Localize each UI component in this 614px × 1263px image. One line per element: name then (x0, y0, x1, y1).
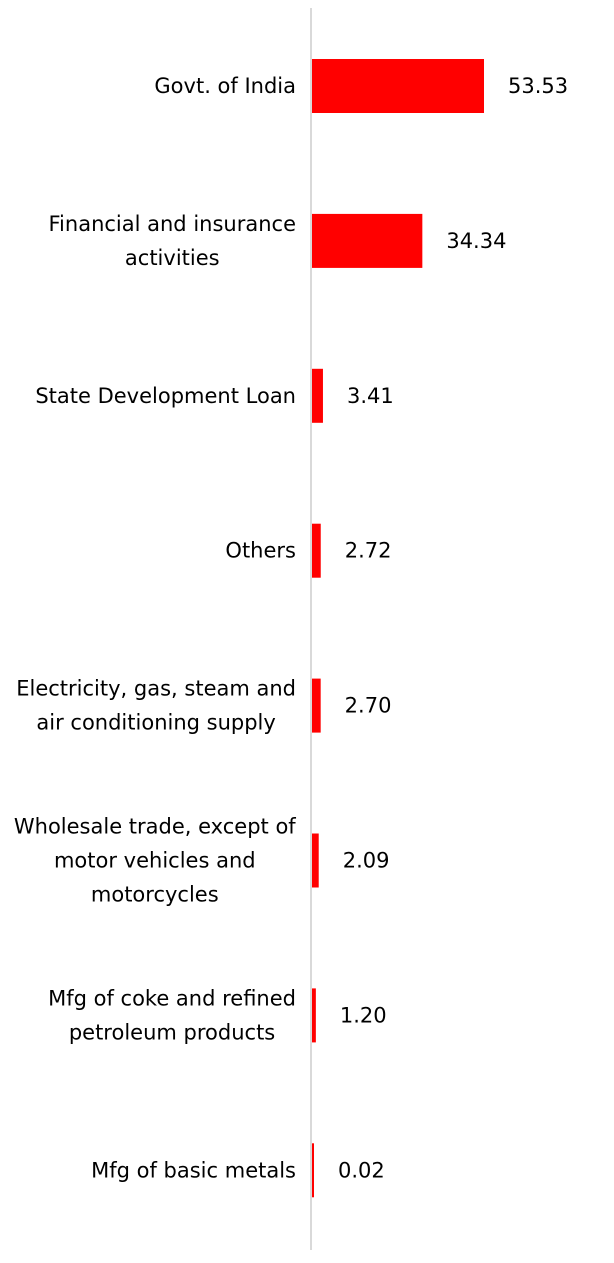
bar-6 (312, 988, 316, 1043)
category-label-7: Mfg of basic metals (91, 1158, 296, 1182)
bars-layer (312, 59, 484, 1198)
category-label-4: Electricity, gas, steam and air condition… (16, 677, 296, 735)
category-label-3: Others (225, 539, 296, 563)
value-label-3: 2.72 (345, 539, 392, 563)
value-label-2: 3.41 (347, 384, 394, 408)
category-label-line: Electricity, gas, steam and (16, 677, 296, 701)
value-label-4: 2.70 (345, 694, 392, 718)
category-label-2: State Development Loan (35, 384, 296, 408)
category-label-line: Financial and insurance (49, 212, 297, 236)
category-label-line: air conditioning supply (36, 711, 275, 735)
category-label-line: activities (125, 246, 220, 270)
value-label-7: 0.02 (338, 1158, 385, 1182)
value-label-5: 2.09 (343, 849, 390, 873)
bar-7 (312, 1143, 314, 1198)
category-label-line: Mfg of basic metals (91, 1158, 296, 1182)
category-label-line: Wholesale trade, except of (14, 815, 296, 839)
category-label-line: Others (225, 539, 296, 563)
bar-0 (312, 59, 484, 113)
bar-3 (312, 523, 321, 578)
category-label-line: motorcycles (91, 883, 219, 907)
value-label-6: 1.20 (340, 1003, 387, 1027)
bar-1 (312, 213, 423, 268)
category-label-5: Wholesale trade, except of motor vehicles… (14, 815, 296, 907)
category-label-line: Mfg of coke and refined (48, 986, 296, 1010)
category-label-6: Mfg of coke and refined petroleum product… (48, 986, 296, 1044)
category-label-line: State Development Loan (35, 384, 296, 408)
category-label-1: Financial and insurance activities (49, 212, 297, 270)
category-label-line: Govt. of India (154, 74, 296, 98)
category-label-0: Govt. of India (154, 74, 296, 98)
category-label-line: motor vehicles and (54, 849, 256, 873)
category-labels-layer: Govt. of India Financial and insurance act… (14, 74, 296, 1182)
value-label-0: 53.53 (508, 74, 568, 98)
category-label-line: petroleum products (69, 1020, 275, 1044)
value-label-1: 34.34 (446, 229, 506, 253)
bar-5 (312, 833, 319, 888)
bar-4 (312, 678, 321, 733)
value-labels-layer: 53.53 34.34 3.41 2.72 2.70 2.09 1.20 0.02 (338, 74, 568, 1182)
bar-2 (312, 368, 323, 423)
